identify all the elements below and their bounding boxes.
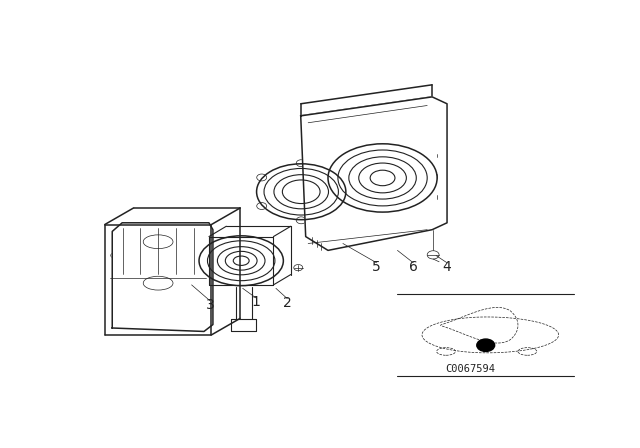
Text: 2: 2 (283, 296, 292, 310)
Text: 6: 6 (409, 260, 418, 274)
Circle shape (477, 339, 495, 352)
Polygon shape (301, 97, 447, 250)
Text: 1: 1 (252, 295, 260, 309)
Text: 3: 3 (205, 298, 214, 312)
Text: 4: 4 (443, 260, 451, 274)
Polygon shape (112, 223, 213, 332)
Text: 5: 5 (372, 260, 381, 274)
Text: C0067594: C0067594 (445, 363, 495, 374)
